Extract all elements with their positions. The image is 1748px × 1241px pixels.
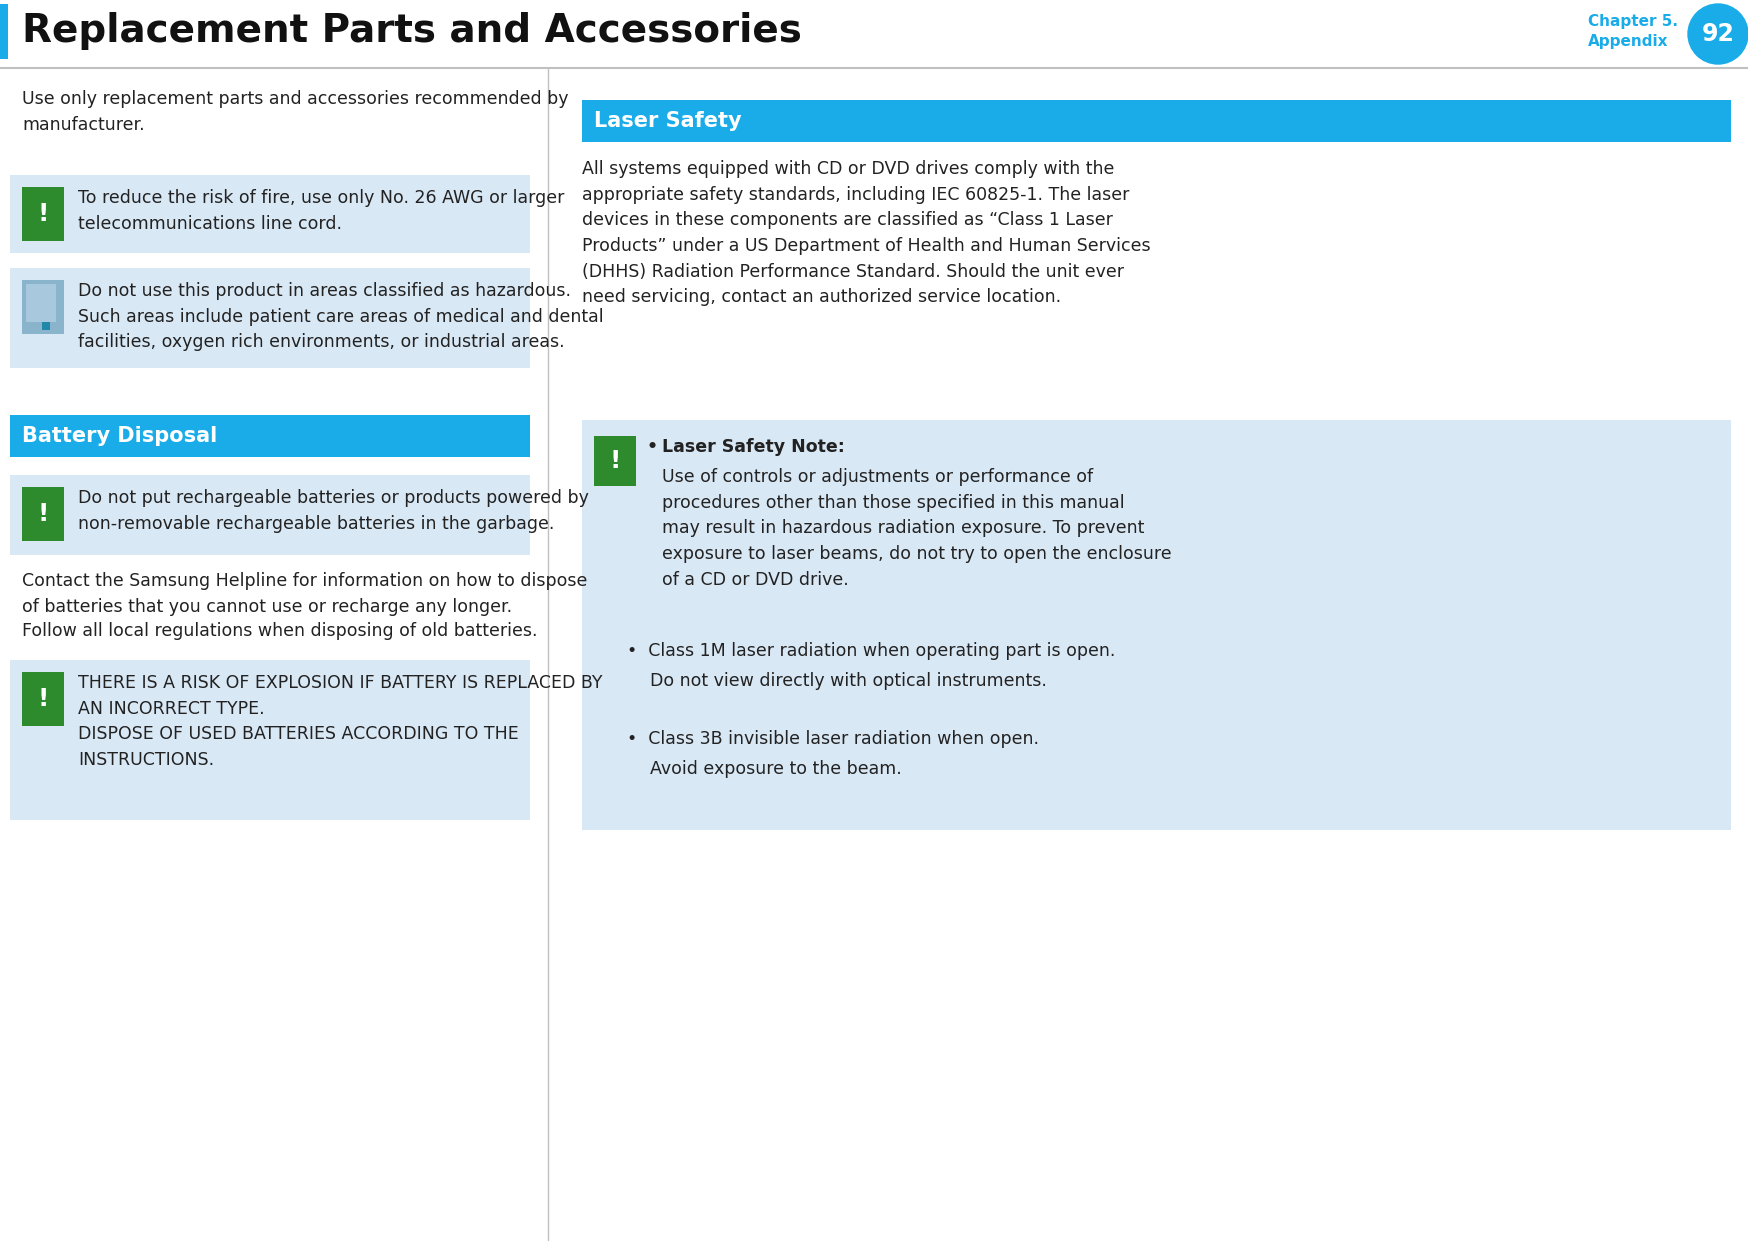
Text: Replacement Parts and Accessories: Replacement Parts and Accessories bbox=[23, 12, 801, 50]
Text: •  Class 3B invisible laser radiation when open.: • Class 3B invisible laser radiation whe… bbox=[626, 730, 1038, 748]
Bar bbox=[23, 280, 65, 334]
Circle shape bbox=[1687, 4, 1746, 65]
Bar bbox=[10, 475, 530, 555]
Bar bbox=[10, 414, 530, 457]
Text: Do not view directly with optical instruments.: Do not view directly with optical instru… bbox=[650, 671, 1047, 690]
Bar bbox=[0, 0, 1748, 68]
Text: Use of controls or adjustments or performance of
procedures other than those spe: Use of controls or adjustments or perfor… bbox=[662, 468, 1171, 588]
Bar bbox=[582, 101, 1731, 141]
Text: Avoid exposure to the beam.: Avoid exposure to the beam. bbox=[650, 759, 902, 778]
Text: !: ! bbox=[37, 503, 49, 526]
Bar bbox=[594, 436, 636, 486]
Text: All systems equipped with CD or DVD drives comply with the
appropriate safety st: All systems equipped with CD or DVD driv… bbox=[582, 160, 1150, 307]
Bar bbox=[23, 486, 65, 541]
Text: Do not put rechargeable batteries or products powered by
non-removable rechargea: Do not put rechargeable batteries or pro… bbox=[79, 489, 589, 532]
Bar bbox=[10, 175, 530, 253]
Text: Laser Safety: Laser Safety bbox=[594, 110, 741, 132]
Text: Battery Disposal: Battery Disposal bbox=[23, 426, 217, 446]
Bar bbox=[26, 284, 56, 321]
Text: 92: 92 bbox=[1701, 22, 1734, 46]
Text: !: ! bbox=[37, 688, 49, 711]
Text: Appendix: Appendix bbox=[1587, 34, 1668, 48]
Text: Laser Safety Note:: Laser Safety Note: bbox=[662, 438, 844, 455]
Bar bbox=[23, 671, 65, 726]
Text: •  Class 1M laser radiation when operating part is open.: • Class 1M laser radiation when operatin… bbox=[626, 642, 1115, 660]
Text: Chapter 5.: Chapter 5. bbox=[1587, 14, 1676, 29]
Text: Follow all local regulations when disposing of old batteries.: Follow all local regulations when dispos… bbox=[23, 622, 537, 640]
Text: Do not use this product in areas classified as hazardous.
Such areas include pat: Do not use this product in areas classif… bbox=[79, 282, 603, 351]
Text: THERE IS A RISK OF EXPLOSION IF BATTERY IS REPLACED BY
AN INCORRECT TYPE.
DISPOS: THERE IS A RISK OF EXPLOSION IF BATTERY … bbox=[79, 674, 601, 769]
Bar bbox=[42, 321, 51, 330]
Text: •: • bbox=[647, 438, 657, 455]
Text: !: ! bbox=[608, 449, 621, 473]
Text: To reduce the risk of fire, use only No. 26 AWG or larger
telecommunications lin: To reduce the risk of fire, use only No.… bbox=[79, 189, 565, 233]
Bar bbox=[0, 4, 9, 60]
Bar bbox=[10, 660, 530, 820]
Bar bbox=[23, 187, 65, 241]
Text: Contact the Samsung Helpline for information on how to dispose
of batteries that: Contact the Samsung Helpline for informa… bbox=[23, 572, 587, 616]
Bar bbox=[10, 268, 530, 369]
Text: Use only replacement parts and accessories recommended by
manufacturer.: Use only replacement parts and accessori… bbox=[23, 91, 568, 134]
Bar bbox=[582, 419, 1731, 830]
Text: !: ! bbox=[37, 202, 49, 226]
